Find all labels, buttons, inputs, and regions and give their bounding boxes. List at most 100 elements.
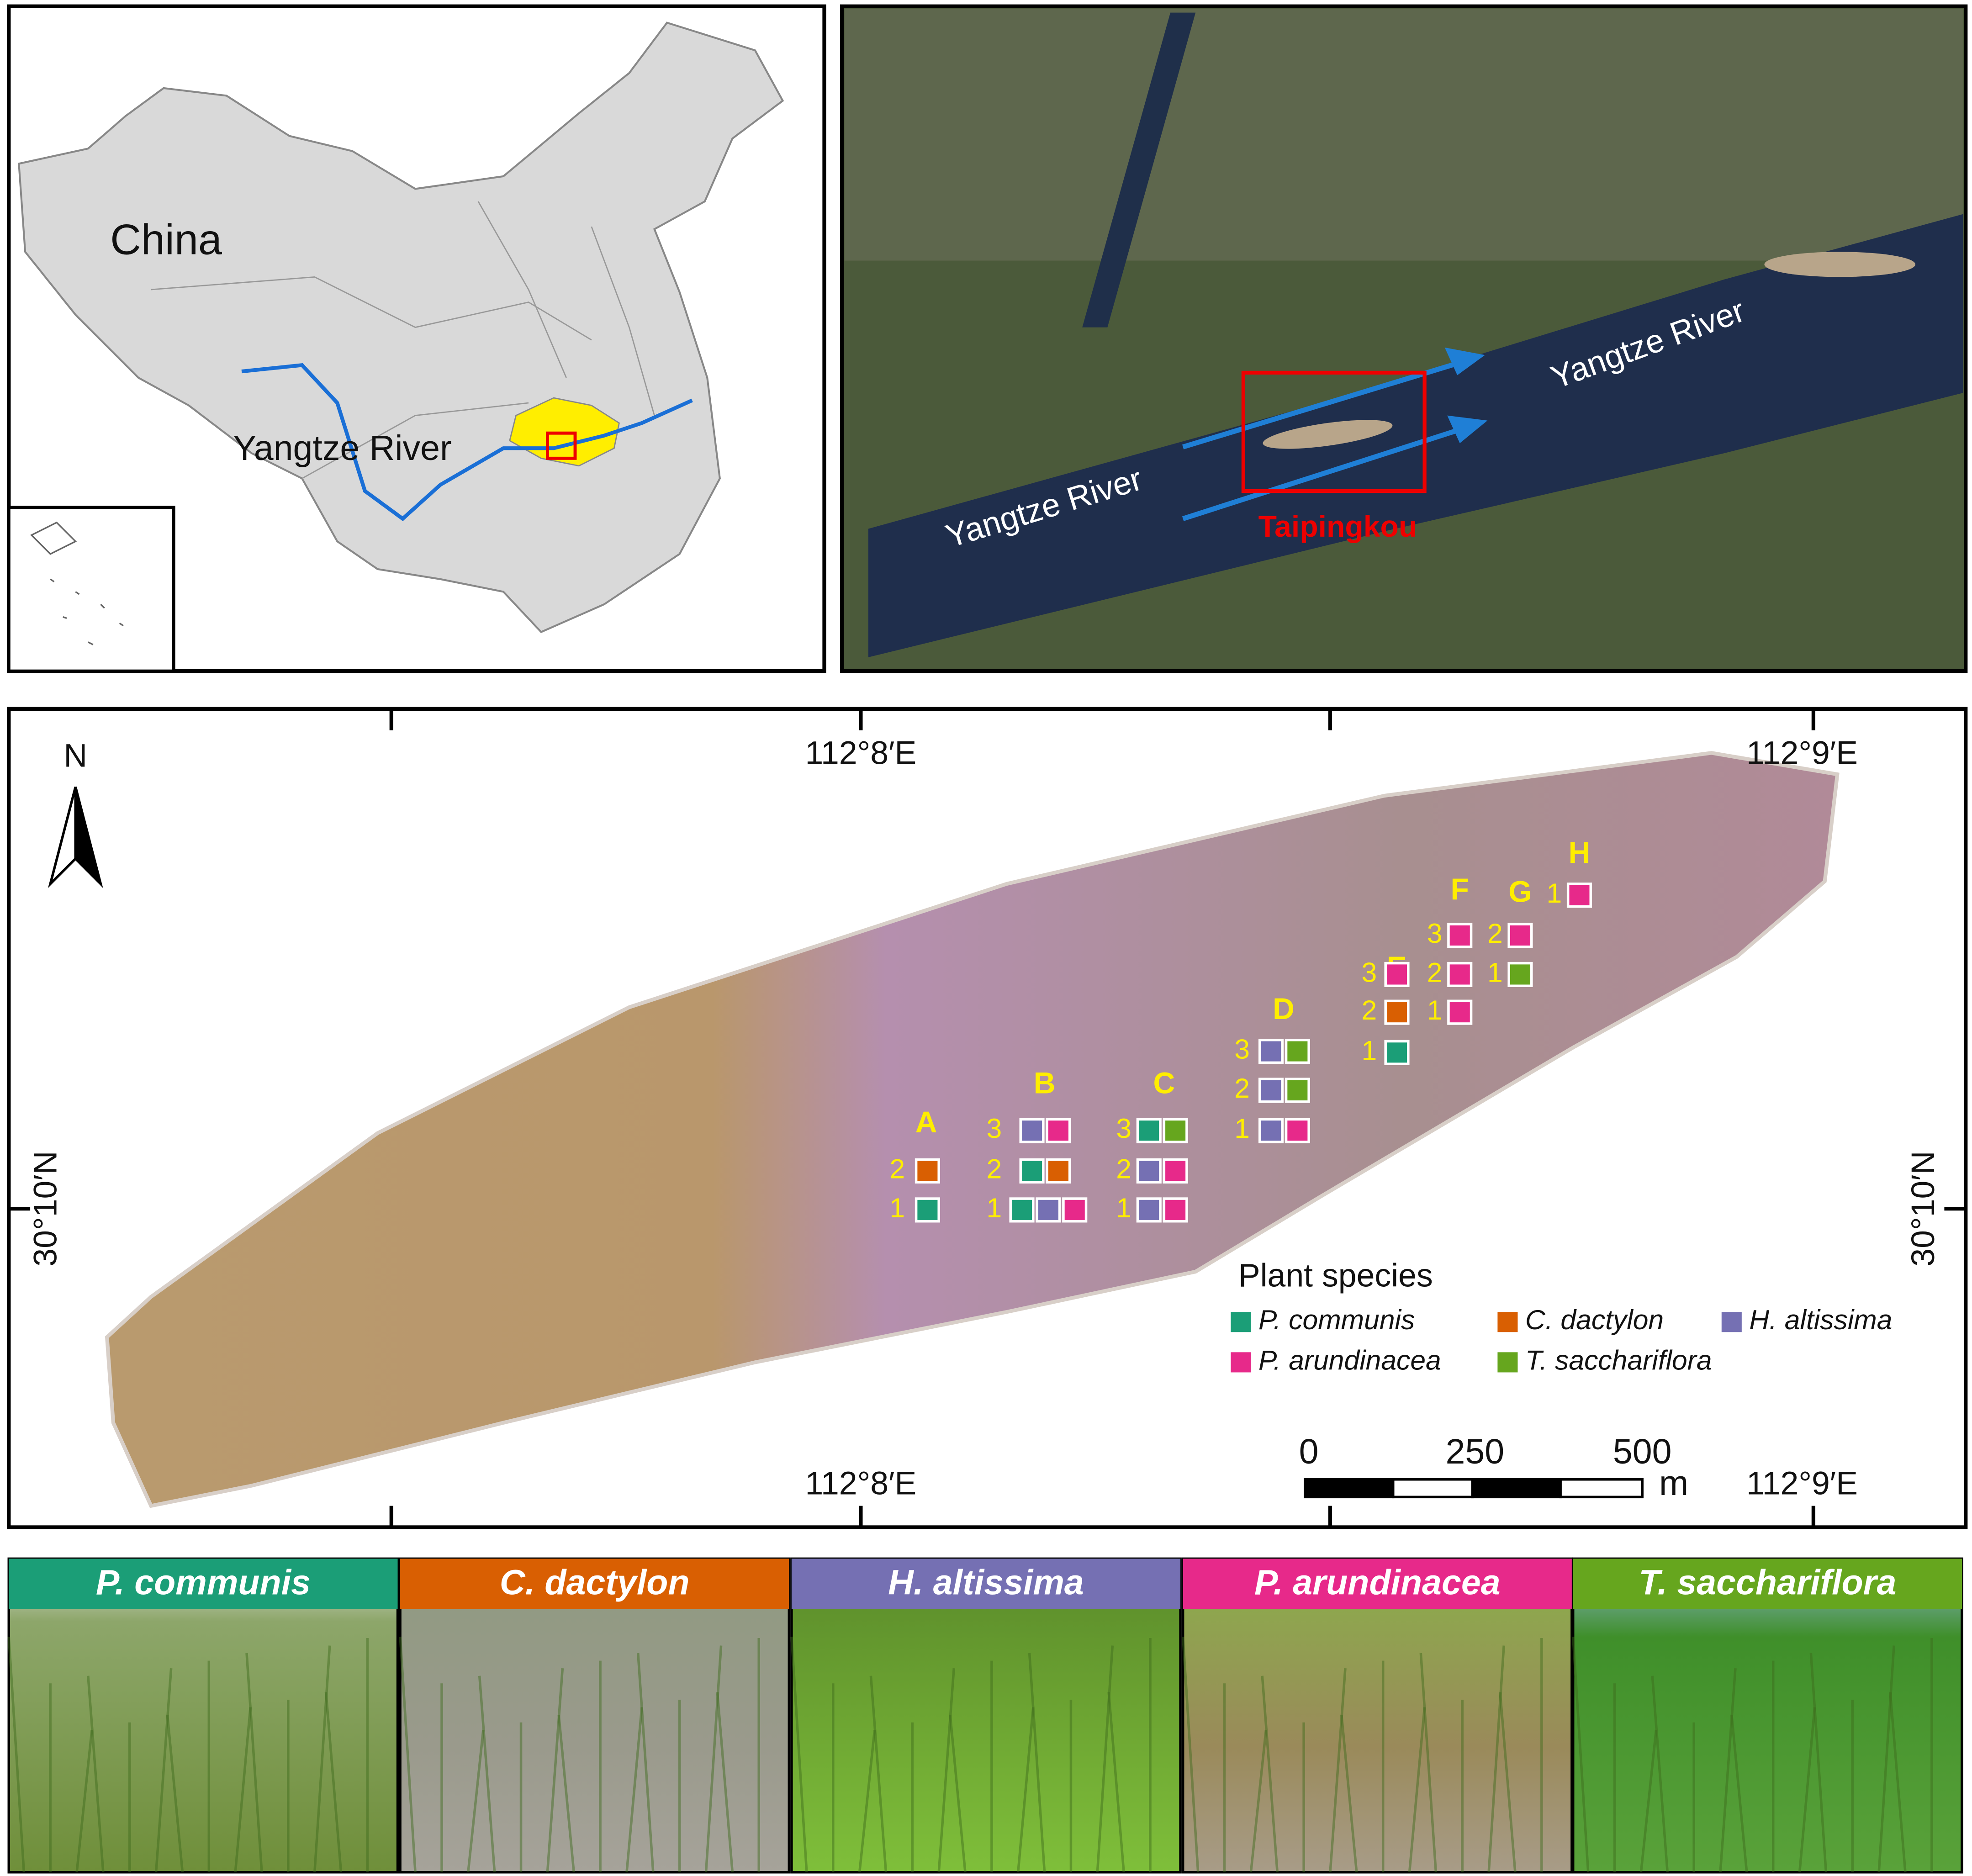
grass-blade (949, 1714, 967, 1872)
legend-label: T. sacchariflora (1525, 1344, 1712, 1375)
latitude-label: 30°10′N (1905, 1151, 1941, 1267)
grass-blade (1408, 1707, 1426, 1872)
study-location-box (545, 431, 577, 460)
grass-blade (858, 1729, 876, 1873)
photo-header-label: C. dactylon (500, 1563, 690, 1602)
species-square (1447, 999, 1473, 1025)
photo-header-label: T. sacchariflora (1639, 1563, 1896, 1602)
scale-label: 0 (1299, 1432, 1319, 1471)
longitude-label: 112°8′E (805, 1465, 916, 1501)
longitude-label: 112°8′E (805, 735, 916, 772)
island-image (105, 751, 1840, 1508)
site-label: A (915, 1105, 937, 1139)
plot-number: 3 (1427, 918, 1443, 949)
arrow-head (1444, 347, 1485, 375)
grass-blade (1730, 1714, 1748, 1872)
legend-swatch (1231, 1312, 1251, 1332)
grass-blade (1419, 1653, 1438, 1872)
photo-header (1183, 1559, 1572, 1609)
grass-blade (1651, 1675, 1669, 1872)
grass-blade (1639, 1729, 1658, 1873)
grass-blade (1889, 1692, 1907, 1872)
plot-number: 3 (987, 1113, 1002, 1144)
species-photo (399, 1557, 791, 1874)
site-label: F (1451, 872, 1469, 906)
species-square (1136, 1118, 1162, 1143)
arrow-head (1447, 415, 1488, 444)
legend-swatch (1497, 1352, 1518, 1373)
photo-header-label: P. communis (96, 1563, 311, 1602)
grass-blade (1571, 1637, 1590, 1872)
species-square (1384, 962, 1410, 987)
plot-number: 1 (1116, 1192, 1131, 1223)
scale-label: 500 (1613, 1432, 1672, 1471)
species-square (915, 1197, 940, 1223)
north-arrow (74, 787, 103, 888)
grass-blade (478, 1675, 496, 1872)
study-area-box (1241, 370, 1427, 493)
grass-blade (1487, 1645, 1505, 1872)
grass-blade (87, 1675, 105, 1872)
canal (1082, 12, 1196, 328)
grass-blade (313, 1645, 331, 1872)
species-photo (7, 1557, 399, 1874)
site-label: C (1153, 1066, 1175, 1100)
grass-blade (166, 1714, 184, 1872)
species-square (1258, 1118, 1284, 1143)
grass-blade (1096, 1645, 1114, 1872)
photo-header (400, 1559, 789, 1609)
species-square (1447, 923, 1473, 948)
grass-blade (1340, 1714, 1358, 1872)
grass-blade (1719, 1668, 1737, 1872)
grass-blade (234, 1707, 252, 1872)
species-square (1009, 1197, 1035, 1223)
grass-blade (546, 1668, 564, 1872)
site-label: G (1508, 875, 1532, 909)
grass-blade (467, 1729, 485, 1873)
species-square (1384, 999, 1410, 1025)
plot-number: 2 (1116, 1153, 1131, 1184)
legend-title: Plant species (1238, 1258, 1433, 1294)
grass-blade (869, 1675, 888, 1872)
inset-islands (30, 521, 124, 645)
scale-unit: m (1659, 1464, 1688, 1503)
species-square (1019, 1118, 1045, 1143)
legend-swatch (1721, 1312, 1742, 1332)
species-square (1062, 1197, 1088, 1223)
grass-blade (7, 1637, 26, 1872)
plot-number: 1 (1362, 1035, 1377, 1066)
species-square (1019, 1158, 1045, 1184)
longitude-label: 112°9′E (1746, 735, 1858, 772)
site-label: B (1034, 1066, 1056, 1100)
species-photo (1181, 1557, 1573, 1874)
plot-number: 1 (987, 1192, 1002, 1223)
legend-label: H. altissima (1749, 1304, 1892, 1335)
china-outline (18, 21, 784, 634)
grass-blade (1877, 1645, 1895, 1872)
site-label: D (1273, 992, 1295, 1026)
river-channel (868, 214, 1963, 657)
plot-number: 1 (1487, 956, 1503, 988)
grass-blade (1249, 1729, 1268, 1873)
species-photos: P. communis C. dactylon H. altissima P. aru… (7, 1557, 1963, 1874)
grass-blade (324, 1692, 343, 1872)
legend-label: P. communis (1258, 1304, 1415, 1335)
sample-sites: A21B321C321D321E321F321G21H1 (889, 836, 1592, 1223)
north-label: N (63, 737, 87, 774)
grass-blade (790, 1637, 808, 1872)
site-label: H (1569, 836, 1591, 870)
species-square (1285, 1078, 1310, 1103)
plot-number: 1 (1427, 994, 1443, 1025)
plot-number: 3 (1362, 956, 1377, 988)
photo-header (9, 1559, 398, 1609)
plot-number: 2 (889, 1153, 905, 1184)
photo-header (791, 1559, 1181, 1609)
scale-label: 250 (1445, 1432, 1504, 1471)
species-square (1285, 1118, 1310, 1143)
plot-number: 3 (1116, 1113, 1131, 1144)
species-square (1507, 923, 1533, 948)
plot-number: 3 (1234, 1034, 1250, 1065)
species-square (1136, 1158, 1162, 1184)
grass-blade (1107, 1692, 1125, 1872)
